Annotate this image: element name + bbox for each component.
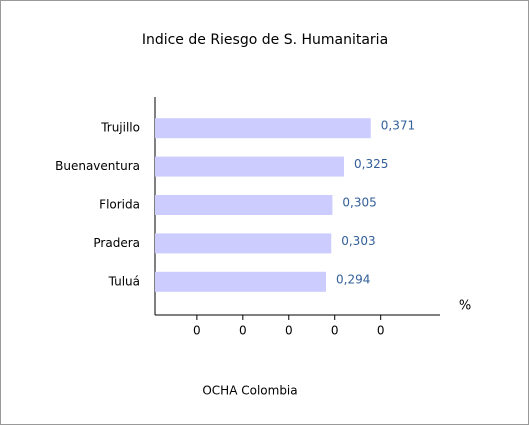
bar	[155, 233, 332, 254]
value-label: 0,303	[341, 234, 375, 248]
x-tick-label: 0	[285, 324, 293, 338]
chart-title: Indice de Riesgo de S. Humanitaria	[142, 32, 388, 48]
bar	[155, 118, 371, 139]
x-tick-label: 0	[239, 324, 247, 338]
y-tick-label: Florida	[99, 198, 140, 212]
y-tick-label: Trujillo	[100, 121, 140, 135]
y-tick-label: Pradera	[93, 236, 140, 250]
value-label: 0,305	[342, 196, 376, 210]
value-label: 0,371	[381, 119, 415, 133]
bar	[155, 271, 326, 292]
y-tick-label: Buenaventura	[55, 159, 140, 173]
bar	[155, 156, 345, 177]
x-tick-label: 0	[193, 324, 201, 338]
source: OCHA Colombia	[202, 384, 297, 398]
x-tick-label: 0	[331, 324, 339, 338]
y-tick-label: Tuluá	[108, 274, 140, 288]
bar	[155, 195, 333, 215]
value-label: 0,325	[354, 157, 388, 171]
x-tick-label: 0	[377, 324, 385, 338]
value-label: 0,294	[336, 272, 370, 286]
x-axis-label: %	[459, 299, 471, 314]
